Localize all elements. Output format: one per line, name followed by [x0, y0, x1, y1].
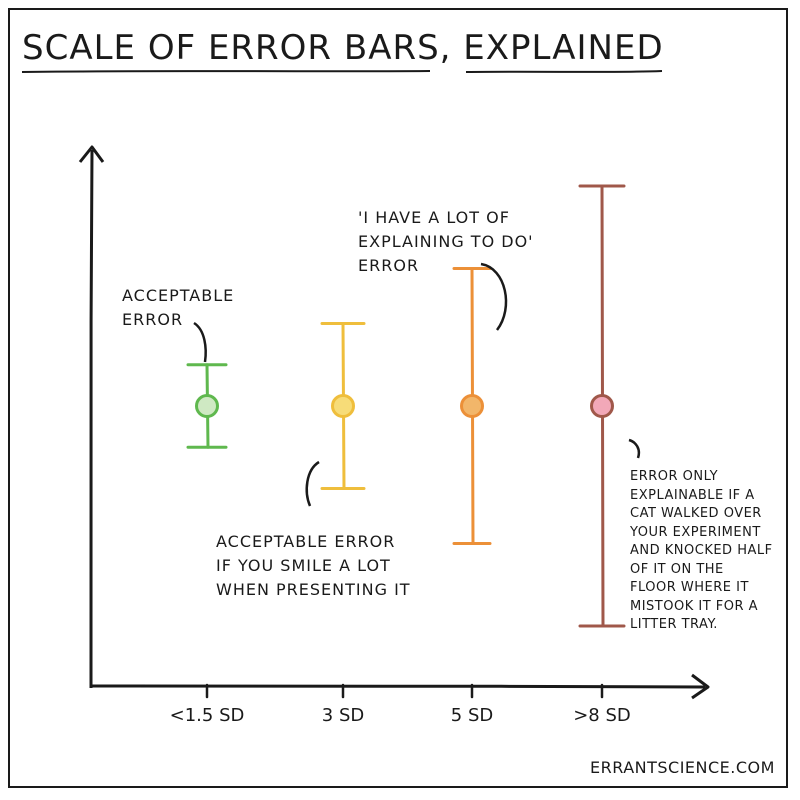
chart-title: SCALE OF ERROR BARS, EXPLAINED [22, 28, 664, 68]
x-ticks: <1.5 SD 3 SD 5 SD >8 SD [170, 683, 631, 726]
x-tick-label: 3 SD [322, 705, 364, 726]
data-point [590, 394, 614, 418]
title-underline-right [465, 70, 663, 73]
title-underline-left [21, 70, 431, 73]
annotation-cat-error: ERROR ONLY EXPLAINABLE IF A CAT WALKED O… [630, 469, 773, 632]
pointer-smile [305, 460, 320, 507]
x-axis [89, 684, 706, 689]
error-bars [186, 184, 626, 628]
pointer-explaining [480, 262, 508, 331]
data-point [460, 394, 484, 418]
x-tick-label: <1.5 SD [170, 705, 245, 726]
x-tick-label: 5 SD [451, 705, 493, 726]
x-tick-label: >8 SD [573, 705, 631, 726]
pointer-acceptable [193, 321, 207, 363]
annotation-acceptable-error: ACCEPTABLE ERROR [122, 286, 235, 329]
site-credit: ERRANTSCIENCE.COM [590, 758, 775, 777]
annotation-explaining-error: 'I HAVE A LOT OF EXPLAINING TO DO' ERROR [358, 208, 534, 275]
panel-frame [8, 8, 788, 788]
y-axis-arrowhead [78, 145, 105, 163]
x-axis-arrowhead [691, 673, 710, 700]
annotation-smile-error: ACCEPTABLE ERROR IF YOU SMILE A LOT WHEN… [216, 532, 411, 599]
pointer-cat [628, 438, 641, 459]
data-point [195, 394, 219, 418]
y-axis [89, 149, 94, 689]
data-point [331, 394, 355, 418]
